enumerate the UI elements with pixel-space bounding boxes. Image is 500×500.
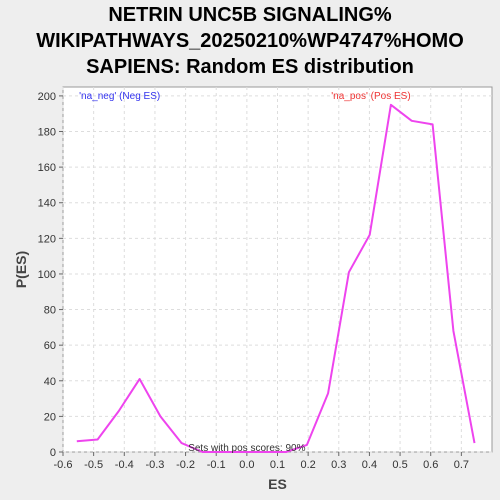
neg-es-label: 'na_neg' (Neg ES) [79,91,160,102]
x-tick-label: -0.4 [115,459,134,471]
x-tick-label: 0.7 [454,459,469,471]
x-tick-label: 0.4 [362,459,377,471]
axes: -0.6 -0.5 -0.4 -0.3 -0.2 -0.1 0.0 0.1 0.2 0.3 0.4 0… [38,91,469,471]
y-tick-label: 180 [38,127,56,139]
y-tick-label: 200 [38,91,56,103]
x-tick-label: 0.5 [392,459,407,471]
y-tick-label: 160 [38,162,56,174]
chart-title-line-3: SAPIENS: Random ES distribution [86,56,414,78]
series-line [76,103,476,453]
y-tick-label: 40 [44,376,56,388]
x-tick-label: 0.1 [270,459,285,471]
grid-lines [62,87,492,453]
y-tick-label: 100 [38,269,56,281]
x-tick-label: 0.0 [239,459,254,471]
x-tick-label: 0.6 [423,459,438,471]
y-tick-label: 140 [38,198,56,210]
chart-title-line-2: WIKIPATHWAYS_20250210%WP4747%HOMO [36,30,464,52]
pos-scores-note: Sets with pos scores: 90% [188,443,305,454]
pos-es-label: 'na_pos' (Pos ES) [331,91,410,102]
x-tick-label: -0.6 [54,459,73,471]
y-axis-label: P(ES) [13,251,29,288]
x-tick-label: -0.5 [84,459,103,471]
y-tick-label: 120 [38,233,56,245]
chart-title: NETRIN UNC5B SIGNALING% WIKIPATHWAYS_202… [0,2,500,80]
x-tick-label: 0.3 [331,459,346,471]
x-tick-label: -0.3 [145,459,164,471]
y-tick-label: 80 [44,305,56,317]
x-tick-label: -0.1 [207,459,226,471]
y-tick-label: 60 [44,340,56,352]
x-axis-label: ES [268,476,287,492]
y-tick-label: 20 [44,411,56,423]
x-tick-label: -0.2 [176,459,195,471]
x-tick-label: 0.2 [300,459,315,471]
y-tick-label: 0 [50,447,56,459]
chart-title-line-1: NETRIN UNC5B SIGNALING% [108,4,392,26]
